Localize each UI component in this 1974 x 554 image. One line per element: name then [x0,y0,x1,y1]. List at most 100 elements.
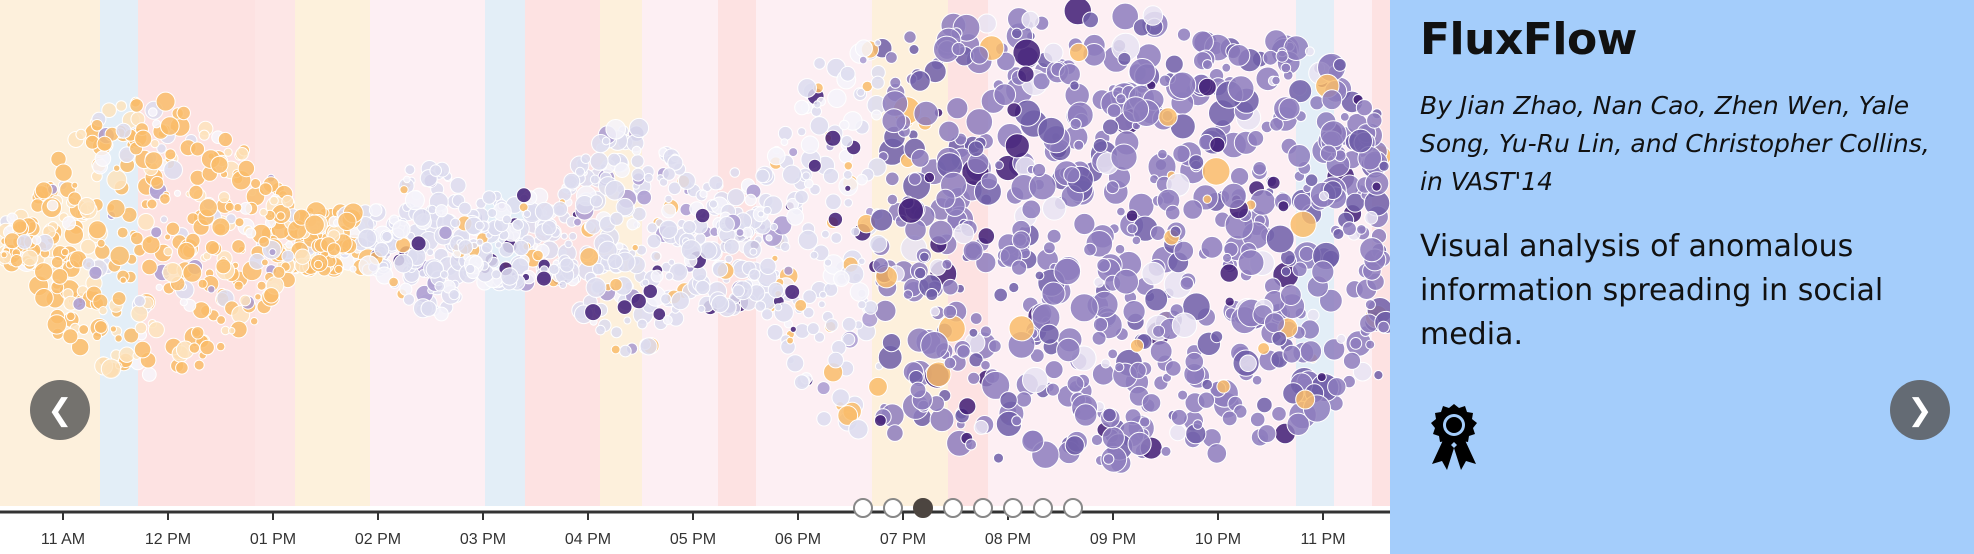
tweet-bubble [458,201,472,216]
tweet-bubble [1096,258,1111,273]
tweet-bubble [1201,157,1231,186]
tweet-bubble [755,168,770,184]
tweet-bubble [1126,223,1138,235]
tweet-bubble [1341,221,1357,237]
tweet-bubble [80,238,97,255]
tweet-bubble [1252,161,1267,176]
tweet-bubble [148,107,158,117]
tweet-bubble [429,164,443,177]
tweet-bubble [1265,224,1295,254]
tweet-bubble [874,299,897,322]
tweet-bubble [871,109,882,121]
tweet-bubble [819,290,827,299]
tweet-bubble [482,190,497,205]
axis-tick-label: 11 AM [41,531,85,548]
tweet-bubble [786,336,794,345]
tweet-bubble [1304,46,1315,57]
tweet-bubble [668,258,676,266]
tweet-bubble [188,342,201,354]
tweet-bubble [800,135,820,154]
tweet-bubble [1176,27,1192,42]
tweet-bubble [856,87,866,97]
tweet-bubble [874,39,882,47]
slide-dot-7[interactable] [1033,498,1053,518]
tweet-bubble [1021,199,1042,220]
tweet-bubble [516,187,532,204]
tweet-bubble [1017,65,1035,83]
tweet-bubble [660,293,672,305]
tweet-bubble [1359,237,1385,263]
tweet-bubble [1257,424,1277,444]
tweet-bubble [630,292,647,310]
tweet-bubble [1319,144,1338,162]
tweet-bubble [797,127,807,137]
tweet-bubble [825,193,842,211]
tweet-bubble [1219,263,1239,283]
slide-dot-8[interactable] [1063,498,1083,518]
tweet-bubble [1318,190,1330,202]
tweet-bubble [849,282,870,302]
tweet-bubble [0,251,8,259]
tweet-bubble [1333,58,1347,72]
tweet-bubble [797,229,819,251]
tweet-bubble [1282,344,1302,364]
tweet-bubble [833,270,850,287]
tweet-bubble [1074,403,1098,427]
tweet-bubble [623,316,632,325]
tweet-bubble [155,91,176,112]
tweet-bubble [276,211,286,221]
tweet-bubble [281,194,295,208]
slide-dot-5[interactable] [973,498,993,518]
tweet-bubble [977,227,996,245]
tweet-bubble [1322,338,1346,361]
tweet-bubble [1201,378,1213,391]
tweet-bubble [231,239,246,254]
slide-dot-2[interactable] [883,498,903,518]
tweet-bubble [31,235,42,246]
tweet-bubble [869,234,888,253]
tweet-bubble [777,125,793,141]
tweet-bubble [823,258,833,267]
tweet-bubble [874,414,887,427]
tweet-bubble [1327,377,1347,397]
tweet-bubble [938,120,960,143]
tweet-bubble [909,70,931,92]
tweet-bubble [100,358,122,379]
tweet-bubble [839,119,850,131]
tweet-bubble [631,243,639,252]
tweet-bubble [1008,315,1035,342]
tweet-bubble [1342,351,1362,370]
slide-dot-1[interactable] [853,498,873,518]
tweet-bubble [786,354,805,373]
tweet-bubble [326,242,341,257]
tweet-bubble [579,247,600,267]
tweet-bubble [144,151,164,171]
tweet-bubble [993,287,1009,303]
tweet-bubble [198,198,218,218]
tweet-bubble [1239,354,1257,373]
tweet-bubble [642,283,658,299]
tweet-bubble [843,161,853,171]
tweet-bubble [349,265,357,273]
tweet-bubble [658,219,679,240]
tweet-bubble [115,122,132,139]
tweet-bubble [842,332,856,347]
tweet-bubble [780,138,789,147]
tweet-bubble [164,148,177,161]
tweet-bubble [1271,330,1287,347]
tweet-bubble [373,242,390,258]
tweet-bubble [589,174,600,185]
next-slide-button[interactable]: ❯ [1890,380,1950,440]
slide-dot-4[interactable] [943,498,963,518]
tweet-bubble [535,270,552,287]
tweet-bubble [1069,293,1099,323]
tweet-bubble [1028,172,1057,201]
tweet-bubble [1373,370,1384,381]
previous-slide-button[interactable]: ❮ [30,380,90,440]
tweet-bubble [1170,408,1188,426]
tweet-bubble [914,266,927,280]
slide-dot-6[interactable] [1003,498,1023,518]
slide-dot-3[interactable] [913,498,933,518]
tweet-bubble [233,280,244,291]
